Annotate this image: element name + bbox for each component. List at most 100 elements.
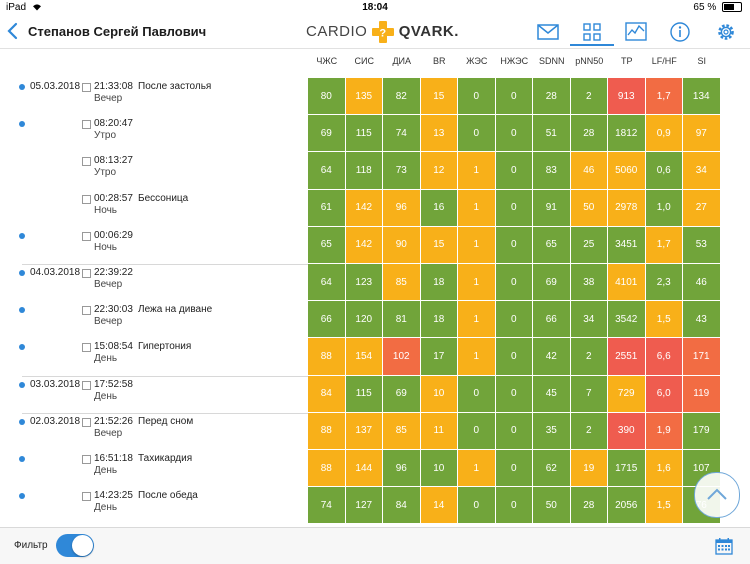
gear-icon [718,24,734,40]
metric-cell: 19 [570,450,607,487]
chart-view-button[interactable] [620,18,652,46]
filter-toggle[interactable] [56,534,94,557]
battery-icon [722,2,742,13]
metric-cell: 0 [495,412,532,449]
metric-cell: 7 [570,375,607,412]
metric-cell: 97 [683,115,720,152]
metric-cell: 2 [570,412,607,449]
row-checkbox[interactable] [82,157,91,167]
column-header: LF/HF [651,56,677,66]
list-item[interactable]: 03.03.2018 17:52:58 День [0,375,308,413]
metric-cell: 2 [570,338,607,375]
note-label: Тахикардия [138,453,193,464]
calendar-icon[interactable] [714,536,734,556]
period-label: Вечер [94,279,123,290]
list-item[interactable]: 00:06:29 Ночь [0,227,308,264]
list-item[interactable]: 08:13:27 Утро [0,152,308,189]
metric-cell: 14 [420,487,457,523]
metric-cell: 0 [495,152,532,189]
metric-cell: 0 [458,375,495,412]
metric-cell: 0 [495,264,532,301]
row-checkbox[interactable] [82,343,91,353]
note-label: После обеда [138,490,198,502]
metric-cell: 1,7 [645,226,682,263]
status-left: iPad [6,2,42,13]
list-item[interactable]: 08:20:47 Утро [0,115,308,152]
time-label: 14:23:25 [94,490,133,502]
info-button[interactable] [664,18,696,46]
metrics-grid: 80 135 82 15 0 0 28 2 913 1,7 134 69 115 74 13 0 0 51 28 18… [308,78,720,523]
period-label: Ночь [94,241,117,253]
time-label: 21:33:08 [94,81,133,92]
row-checkbox[interactable] [82,417,91,427]
metric-cell: 42 [533,338,570,375]
scroll-top-button[interactable] [694,472,740,518]
row-checkbox[interactable] [82,492,91,502]
row-checkbox[interactable] [82,120,91,130]
row-checkbox[interactable] [82,380,91,390]
time-label: 22:39:22 [94,267,133,278]
metric-cell: 73 [383,152,420,189]
row-checkbox[interactable] [82,269,91,278]
metric-cell: 74 [383,115,420,152]
metric-cell: 84 [383,487,420,523]
list-item[interactable]: 15:08:54 День Гипертония [0,338,308,375]
metric-cell: 34 [570,301,607,338]
list-item[interactable]: 22:30:03 Вечер Лежа на диване [0,301,308,338]
list-item[interactable]: 04.03.2018 22:39:22 Вечер [0,264,308,301]
list-item[interactable]: 00:28:57 Ночь Бессоница [0,190,308,227]
metric-cell: 17 [420,338,457,375]
metric-cell: 0 [495,189,532,226]
metric-cell: 12 [420,152,457,189]
column-header: ЧЖС [316,56,338,66]
row-checkbox[interactable] [82,231,91,241]
metric-cell: 0 [495,115,532,152]
metric-cell: 15 [420,226,457,263]
metric-cell: 118 [345,152,382,189]
metric-cell: 1 [458,226,495,263]
metric-cell: 1,9 [645,412,682,449]
marker-dot [19,344,25,351]
metric-cell: 18 [420,301,457,338]
metric-cell: 85 [383,412,420,449]
mail-button[interactable] [532,18,564,46]
metric-cell: 135 [345,78,382,115]
row-checkbox[interactable] [82,83,91,92]
metric-cell: 46 [683,264,720,301]
metric-cell: 1,7 [645,78,682,115]
metric-cell: 0 [495,301,532,338]
list-item[interactable]: 02.03.2018 21:52:26 Вечер Перед сном [0,412,308,450]
metric-cell: 137 [345,412,382,449]
date-separator [22,412,308,414]
settings-button[interactable] [710,18,742,46]
list-item[interactable]: 14:23:25 День После обеда [0,487,308,524]
time-label: 21:52:26 [94,415,133,427]
metric-cell: 729 [608,375,645,412]
list-item[interactable]: 05.03.2018 21:33:08 Вечер После застолья [0,78,308,115]
row-checkbox[interactable] [82,306,91,316]
period-label: Ночь [94,204,117,216]
metric-cell: 115 [345,375,382,412]
metric-cell: 46 [570,152,607,189]
metric-cell: 66 [308,301,345,338]
row-checkbox[interactable] [82,455,91,464]
metric-cell: 66 [533,301,570,338]
clock: 18:04 [362,2,388,13]
metric-cell: 85 [383,264,420,301]
note-label: Перед сном [138,415,194,427]
metric-cell: 80 [308,78,345,115]
metric-cell: 1812 [608,115,645,152]
metric-cell: 38 [570,264,607,301]
metric-cell: 1 [458,338,495,375]
list-item[interactable]: 16:51:18 День Тахикардия [0,450,308,487]
metric-cell: 11 [420,412,457,449]
metric-cell: 0 [495,487,532,523]
back-chevron-icon[interactable] [6,22,20,40]
metric-cell: 90 [383,226,420,263]
metric-cell: 127 [345,487,382,523]
marker-dot [19,232,25,239]
period-label: Утро [94,130,117,142]
grid-view-button[interactable] [576,18,608,46]
info-icon [670,22,690,42]
row-checkbox[interactable] [82,194,91,204]
